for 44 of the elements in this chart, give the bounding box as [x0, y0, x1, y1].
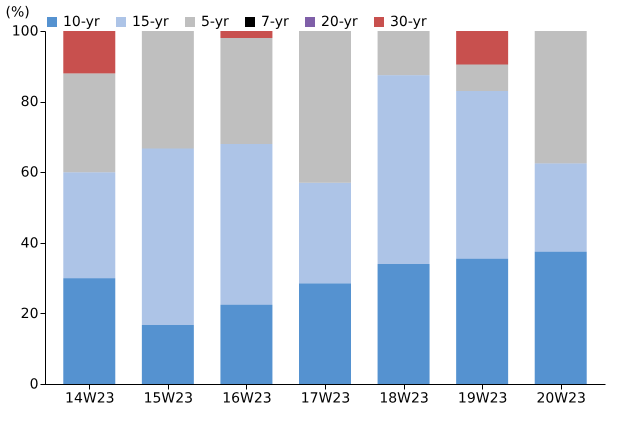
bar: [299, 182, 351, 284]
legend-label: 5-yr: [201, 14, 229, 30]
y-axis-title: (%): [6, 4, 30, 20]
bar: [378, 264, 430, 384]
bar: [63, 278, 116, 384]
y-tick-label: 0: [30, 376, 38, 392]
bar: [142, 325, 194, 384]
bar: [63, 172, 116, 278]
bar: [378, 31, 430, 76]
legend-label: 30-yr: [390, 14, 427, 30]
y-tick-label: 60: [20, 164, 38, 181]
bar: [299, 31, 351, 183]
bar: [456, 31, 508, 65]
bar: [220, 38, 272, 144]
legend-label: 7-yr: [261, 14, 289, 30]
bar: [456, 64, 508, 92]
x-tick-label: 17W23: [300, 390, 350, 406]
x-tick-label: 20W23: [536, 390, 586, 406]
bar: [534, 252, 587, 384]
y-tick-label: 80: [20, 94, 38, 110]
bar: [456, 258, 508, 384]
bar: [456, 91, 508, 259]
bar: [63, 31, 116, 74]
x-tick-label: 16W23: [222, 390, 272, 406]
x-tick-label: 19W23: [458, 390, 508, 406]
bar: [220, 31, 272, 38]
legend-label: 20-yr: [321, 14, 358, 30]
bar: [220, 144, 272, 305]
bar: [534, 163, 587, 252]
bar: [220, 304, 272, 384]
bar: [534, 31, 587, 164]
bar: [142, 148, 194, 326]
x-tick-label: 18W23: [379, 390, 429, 406]
y-tick-label: 100: [12, 24, 38, 40]
bar: [378, 75, 430, 264]
bar: [63, 73, 116, 172]
y-tick-label: 20: [20, 306, 38, 322]
x-tick-label: 14W23: [65, 390, 115, 406]
y-tick-label: 40: [20, 235, 38, 252]
bar: [299, 283, 351, 384]
legend-label: 10-yr: [63, 14, 100, 30]
x-tick-label: 15W23: [144, 390, 194, 406]
legend-label: 15-yr: [132, 14, 169, 30]
bar: [142, 31, 194, 149]
